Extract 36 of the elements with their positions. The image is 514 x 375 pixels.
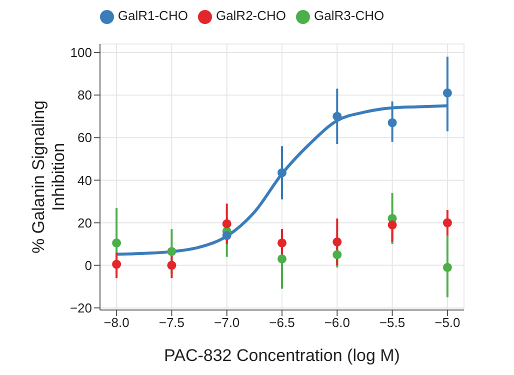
- point: [388, 118, 397, 128]
- x-tick-label: −6.5: [269, 315, 295, 330]
- point: [442, 88, 452, 98]
- legend-label: GalR2-CHO: [216, 8, 286, 23]
- y-tick-label: 0: [84, 258, 92, 273]
- point: [388, 220, 397, 230]
- point: [277, 254, 287, 264]
- point: [442, 218, 452, 228]
- point: [167, 246, 176, 256]
- x-axis-title: PAC-832 Concentration (log M): [164, 346, 400, 365]
- y-tick-label: 80: [78, 88, 92, 103]
- point: [332, 112, 342, 121]
- x-tick-label: −7.0: [214, 315, 240, 330]
- legend-label: GalR3-CHO: [314, 8, 384, 23]
- x-tick-label: −6.0: [324, 315, 350, 330]
- x-tick-label: −5.0: [434, 315, 460, 330]
- y-tick-label: 100: [70, 45, 92, 60]
- point: [112, 238, 122, 248]
- x-tick-label: −7.5: [158, 315, 185, 330]
- point: [112, 260, 122, 269]
- point: [222, 231, 232, 240]
- point: [167, 260, 176, 270]
- y-tick-label: 40: [78, 172, 92, 188]
- point: [332, 250, 342, 260]
- y-tick-label: 20: [78, 215, 92, 230]
- point: [277, 168, 287, 178]
- y-tick-label: −20: [70, 300, 92, 316]
- y-tick-label: 60: [78, 130, 92, 146]
- x-tick-label: −5.5: [379, 315, 406, 330]
- legend-label: GalR1-CHO: [118, 8, 188, 23]
- point: [222, 219, 232, 228]
- point: [277, 238, 287, 248]
- x-tick-label: −8.0: [104, 315, 130, 330]
- point: [442, 262, 452, 272]
- y-axis-title: % Galanin Signaling Inhibition: [29, 100, 68, 254]
- point: [332, 237, 342, 246]
